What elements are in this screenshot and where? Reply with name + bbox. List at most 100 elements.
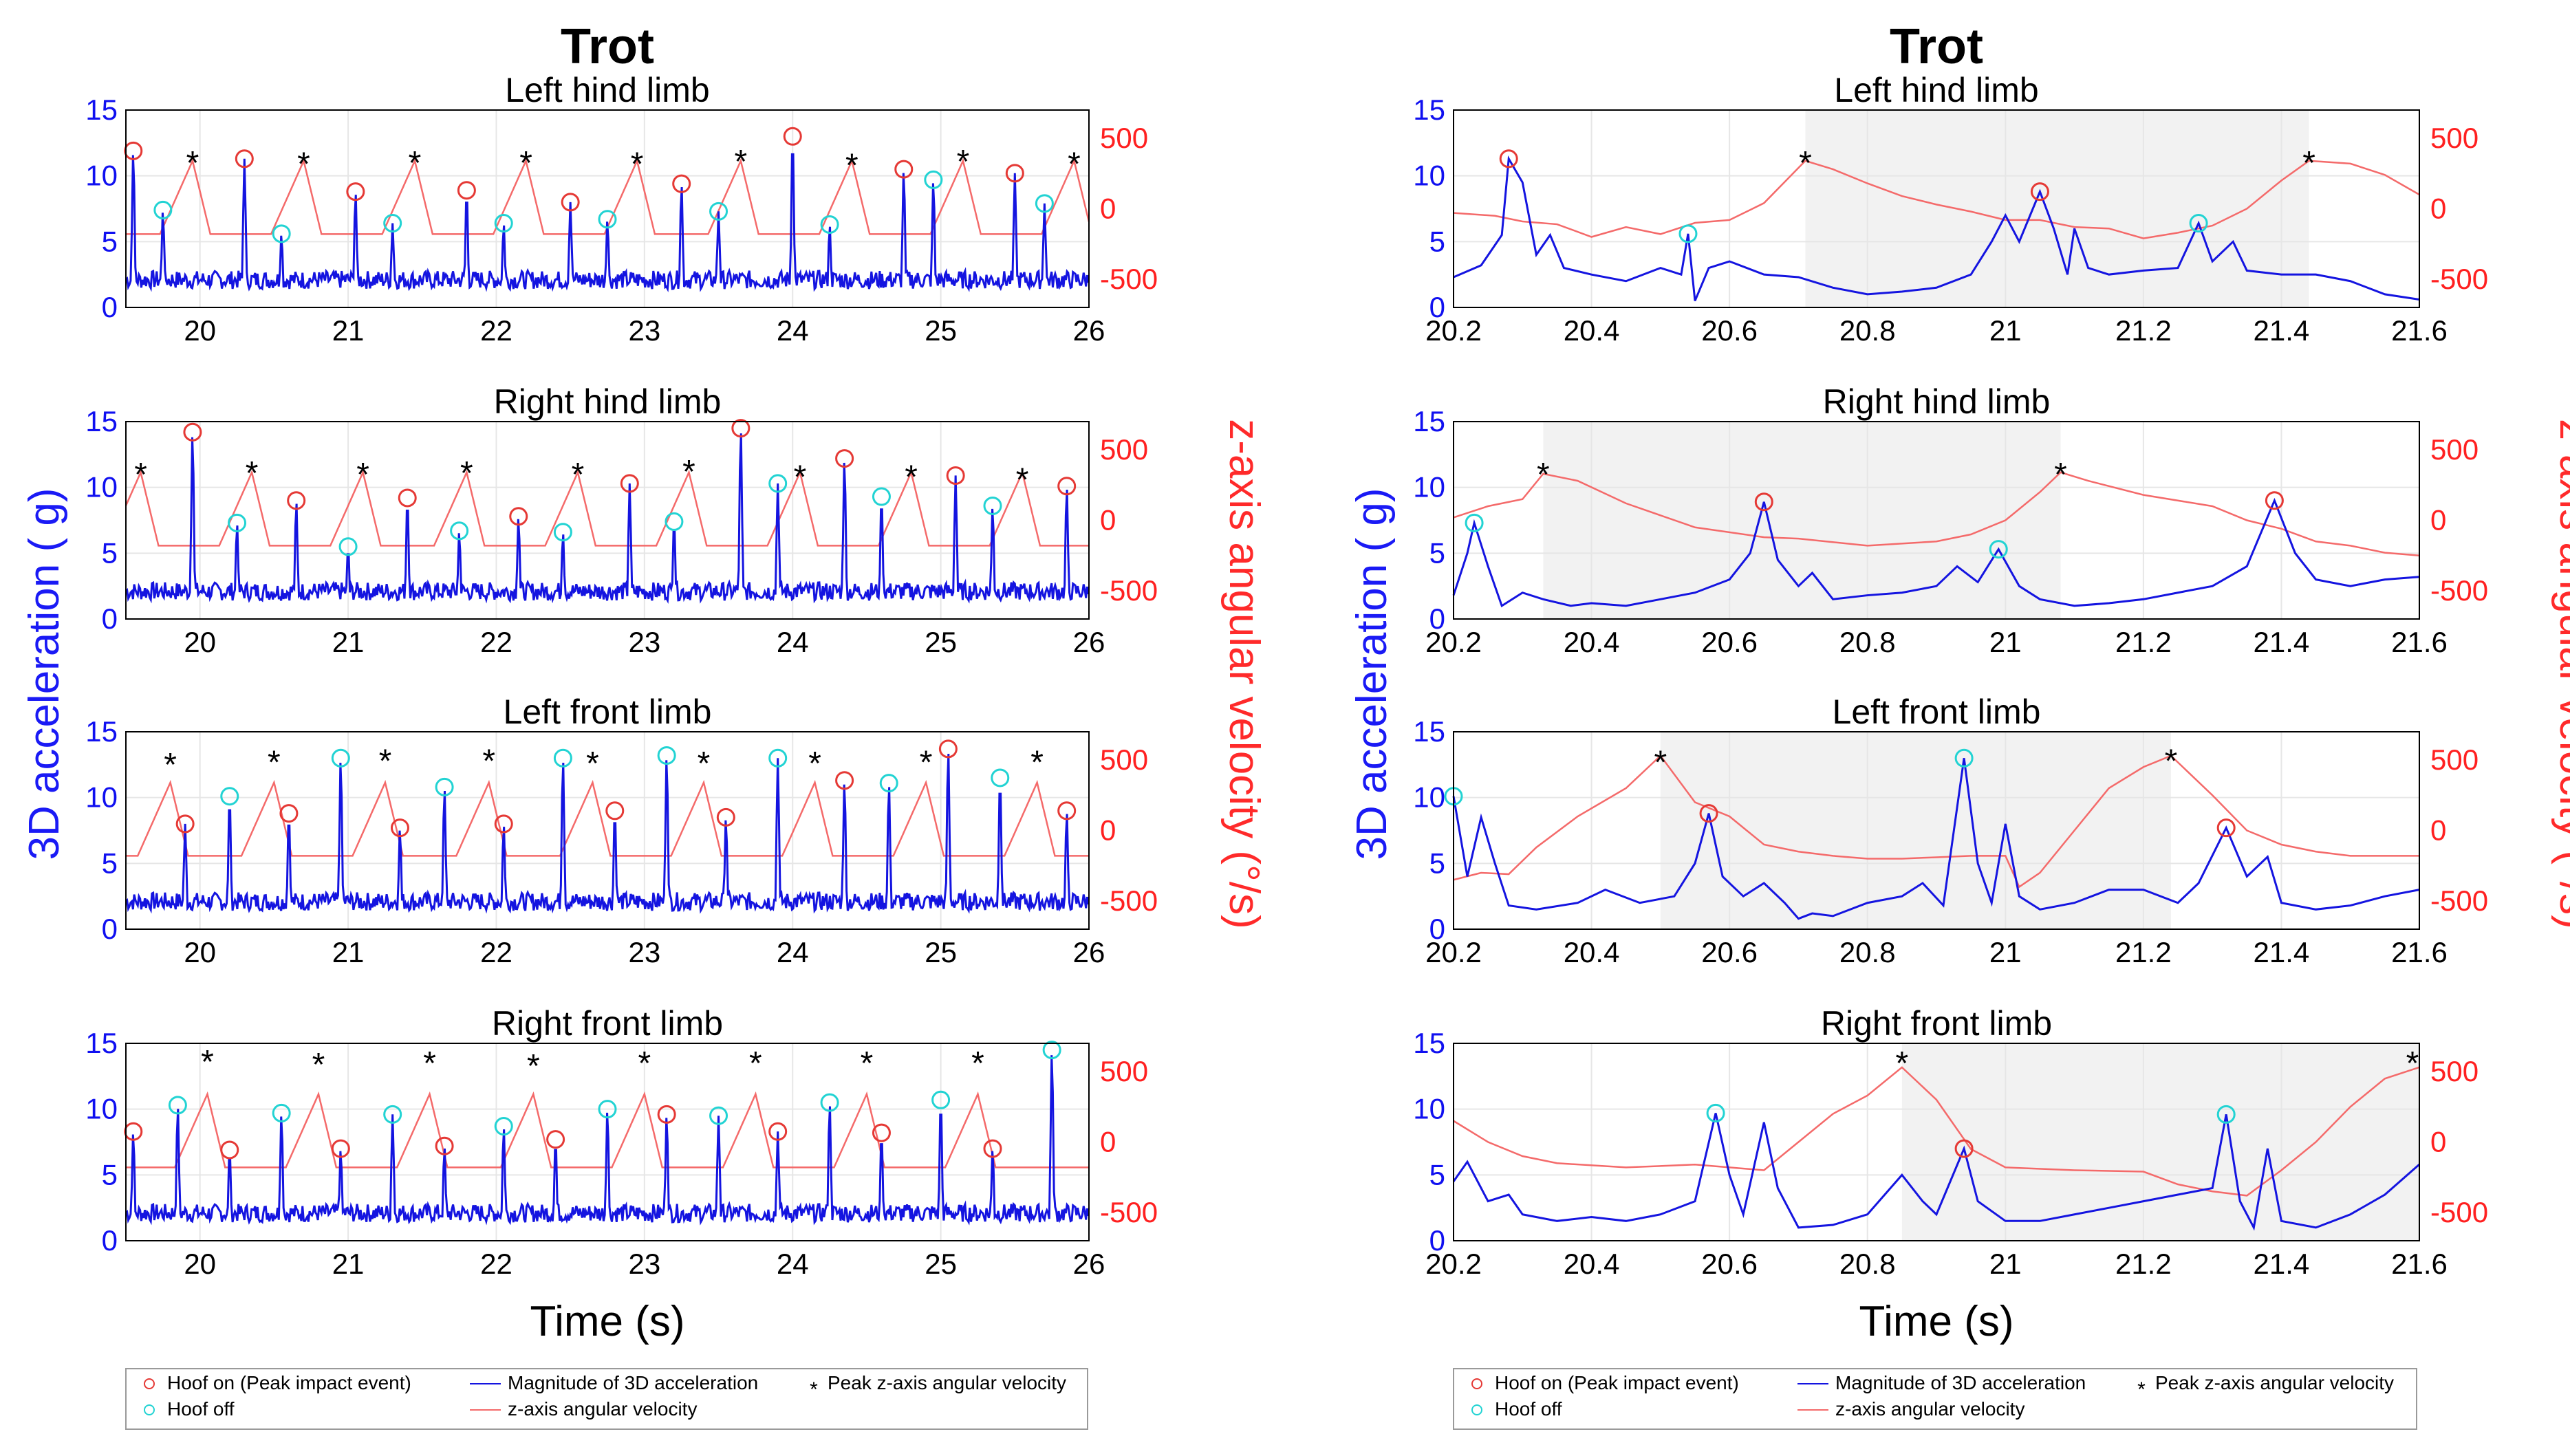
- hoof-on-marker: [2265, 491, 2284, 510]
- y-tick-label-left: 15: [1413, 715, 1445, 748]
- hoof-off-marker: [272, 1103, 291, 1122]
- panel-title: Left hind limb: [1834, 71, 2038, 109]
- hoof-on-marker: [946, 466, 965, 485]
- y-tick-label-left: 5: [102, 536, 118, 569]
- legend-hoof-off: Hoof off: [167, 1398, 235, 1420]
- hoof-on-marker: [835, 771, 854, 790]
- x-tick-label: 26: [1073, 1248, 1105, 1280]
- hoof-off-marker: [1706, 1103, 1725, 1122]
- y-tick-label-left: 10: [85, 471, 118, 503]
- x-tick-label: 23: [628, 936, 660, 968]
- y-tick-label-left: 15: [85, 94, 118, 126]
- peak-marker: *: [1799, 145, 1812, 182]
- hoof-on-marker: [783, 127, 802, 146]
- x-tick-label: 20.2: [1425, 936, 1482, 968]
- x-tick-label: 20.6: [1701, 314, 1758, 347]
- x-tick-label: 21: [1989, 936, 2022, 968]
- hoof-on-marker: [731, 419, 751, 438]
- legend-gyro: z-axis angular velocity: [1835, 1398, 2024, 1420]
- panel-title: Right hind limb: [1823, 382, 2051, 421]
- x-tick-label: 20.4: [1564, 1248, 1620, 1280]
- x-tick-label: 24: [777, 1248, 809, 1280]
- x-tick-label: 26: [1073, 314, 1105, 347]
- x-tick-label: 21: [332, 314, 365, 347]
- hoof-on-marker: [509, 507, 528, 526]
- legend-hoof-off: Hoof off: [1495, 1398, 1562, 1420]
- hoof-on-marker: [175, 814, 195, 834]
- peak-marker: *: [460, 455, 473, 492]
- panel-title: Right front limb: [492, 1004, 723, 1043]
- hoof-off-marker: [331, 748, 350, 768]
- x-tick-label: 25: [925, 936, 957, 968]
- panel-title: Right hind limb: [494, 382, 722, 421]
- hoof-off-marker: [1465, 513, 1484, 532]
- panel-title: Left front limb: [1833, 693, 2041, 731]
- peak-marker: *: [134, 457, 147, 493]
- hoof-on-marker: [672, 174, 691, 193]
- hoof-on-marker: [894, 160, 914, 179]
- x-tick-label: 20.2: [1425, 314, 1482, 347]
- hoof-off-marker: [2216, 1105, 2236, 1124]
- y-tick-label-left: 0: [102, 1224, 118, 1257]
- y-tick-label-right: 0: [1100, 1126, 1116, 1158]
- panel-left-hind-limb: Left hind limb * * * * * * * * * 0 5 10 15 -500 0 500 20 2…: [85, 71, 1158, 347]
- hoof-off-marker: [598, 210, 617, 229]
- y-tick-label-right: 500: [2430, 1055, 2479, 1087]
- x-axis-label: Time (s): [530, 1298, 685, 1345]
- y-tick-label-right: -500: [1100, 263, 1158, 295]
- column-title: Trot: [1890, 19, 1983, 74]
- x-tick-label: 21.6: [2391, 314, 2448, 347]
- x-tick-label: 20.6: [1701, 626, 1758, 658]
- peak-marker: *: [1068, 146, 1081, 183]
- stride-shade: [1901, 1043, 2419, 1241]
- x-tick-label: 21.2: [2115, 1248, 2172, 1280]
- hoof-on-marker: [835, 449, 854, 468]
- x-tick-label: 20.8: [1839, 1248, 1896, 1280]
- hoof-on-marker: [2030, 182, 2049, 202]
- peak-marker: *: [297, 146, 310, 183]
- x-tick-label: 23: [628, 314, 660, 347]
- x-tick-label: 20.6: [1701, 936, 1758, 968]
- hoof-on-marker: [561, 193, 580, 212]
- hoof-off-marker: [553, 748, 572, 768]
- peak-marker: *: [519, 145, 532, 182]
- y-tick-label-left: 0: [102, 291, 118, 323]
- peak-marker: *: [268, 744, 281, 781]
- y-tick-label-right: 500: [1100, 433, 1148, 466]
- x-tick-label: 21: [332, 1248, 365, 1280]
- hoof-on-marker: [872, 1123, 891, 1142]
- x-tick-label: 26: [1073, 626, 1105, 658]
- legend-hoof-on-symbol: [144, 1378, 155, 1389]
- hoof-on-marker: [2216, 818, 2236, 838]
- y-tick-label-right: 500: [2430, 433, 2479, 466]
- axes-frame: [1453, 109, 2420, 308]
- acc-line: [125, 754, 1090, 914]
- hoof-off-marker: [598, 1100, 617, 1119]
- y-tick-label-right: -500: [1100, 574, 1158, 607]
- y-tick-label-left: 10: [1413, 471, 1445, 503]
- x-tick-label: 20: [184, 936, 216, 968]
- legend-frame: [125, 1368, 1088, 1430]
- stride-shade: [1805, 110, 2309, 307]
- hoof-off-marker: [1042, 1041, 1061, 1060]
- legend-hoof-on-symbol: [1471, 1378, 1482, 1389]
- y-tick-label-left: 10: [1413, 781, 1445, 814]
- y-tick-label-left: 5: [1429, 847, 1445, 879]
- x-tick-label: 22: [480, 936, 512, 968]
- legend-peak-symbol: *: [810, 1378, 818, 1401]
- y-tick-label-left: 5: [1429, 225, 1445, 257]
- acc-line: [125, 1055, 1090, 1226]
- y-axis-label-left: 3D acceleration ( g): [1348, 488, 1396, 860]
- x-tick-label: 22: [480, 626, 512, 658]
- x-tick-label: 25: [925, 1248, 957, 1280]
- acc-line: [1452, 1113, 2420, 1231]
- x-tick-label: 20.8: [1839, 936, 1896, 968]
- peak-marker: *: [808, 746, 821, 782]
- x-tick-label: 22: [480, 1248, 512, 1280]
- hoof-on-marker: [494, 814, 513, 834]
- hoof-off-marker: [1954, 748, 1974, 768]
- hoof-off-marker: [872, 487, 891, 506]
- x-tick-label: 21.4: [2254, 936, 2310, 968]
- peak-marker: *: [2054, 457, 2067, 493]
- acc-line: [1452, 497, 2420, 608]
